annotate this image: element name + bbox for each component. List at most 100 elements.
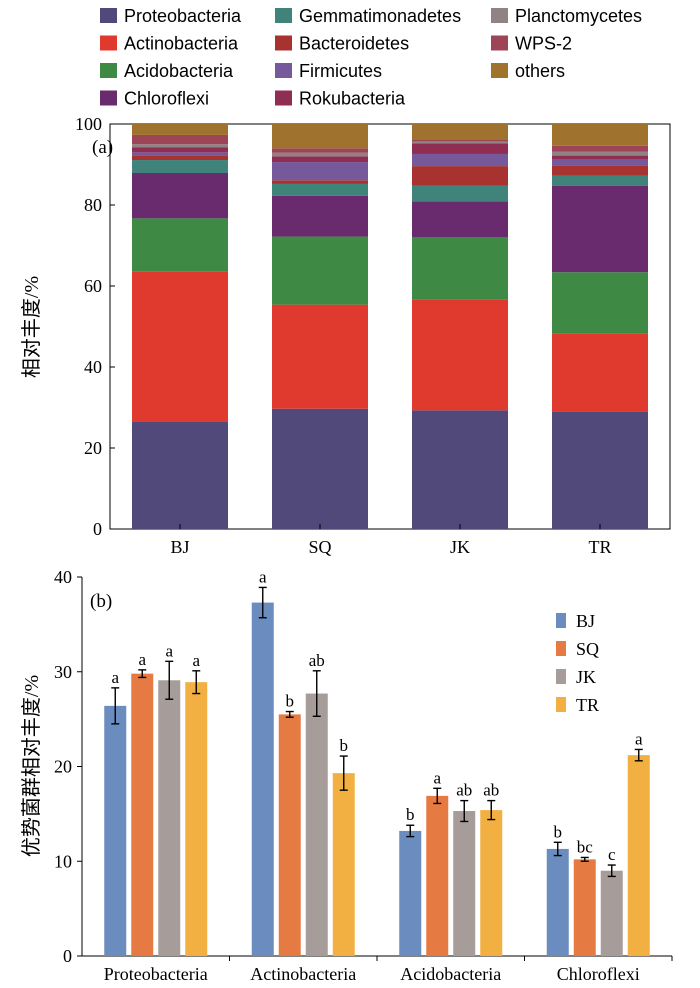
y-tick-label: 100 [75,114,102,134]
legend-swatch [100,35,117,51]
bar-jk-chloroflexi [412,201,508,237]
legend-item-gemmatimonadetes: Gemmatimonadetes [275,6,461,26]
bar-proteobacteria-tr [185,682,208,956]
legend-label: Gemmatimonadetes [299,6,461,26]
bar-chloroflexi-bj-sig-label: b [554,822,563,841]
bar-sq-others [272,124,368,149]
bar-actinobacteria-jk-error-bar [312,670,321,717]
legend-item-others: others [491,61,565,81]
y-tick-label: 20 [84,438,102,458]
bar-tr-acidobacteria [552,272,648,334]
bar-jk-proteobacteria [412,410,508,529]
legend-label: WPS-2 [515,34,572,54]
legend-item-sq: SQ [556,639,599,659]
bars-a [132,124,648,529]
bar-sq-chloroflexi [272,195,368,237]
bar-acidobacteria-tr [480,810,503,956]
legend-label: Firmicutes [299,61,382,81]
panel-label-b: (b) [90,591,112,612]
bar-acidobacteria-bj [399,830,422,956]
bar-actinobacteria-sq [278,714,301,956]
bar-proteobacteria-sq-sig-label: a [138,650,146,669]
bar-acidobacteria-jk-sig-label: ab [456,781,472,800]
x-tick-label: SQ [308,537,331,557]
legend-label: JK [576,667,596,687]
bar-chloroflexi-tr-sig-label: a [635,729,643,748]
bar-proteobacteria-jk-error-bar [165,660,174,700]
bar-jk-bacteroidetes [412,166,508,186]
x-axis-a: BJ SQ JK TR [170,524,612,557]
bar-proteobacteria-tr-error-bar [192,670,201,695]
legend-swatch [556,613,566,628]
legend-item-jk: JK [556,667,596,687]
legend-item-actinobacteria: Actinobacteria [100,34,239,54]
bar-jk-gemmatimonadetes [412,185,508,202]
bar-sq-gemmatimonadetes [272,183,368,196]
bar-chloroflexi-sq-sig-label: bc [577,837,594,856]
bar-actinobacteria-jk-sig-label: ab [309,651,325,670]
bar-acidobacteria-tr-error-bar [487,799,496,821]
y-tick-label: 0 [63,946,72,966]
legend-label: others [515,61,565,81]
legend-swatch [556,697,566,712]
bar-acidobacteria-sq [426,795,449,956]
bar-chloroflexi-bj-error-bar [553,841,562,857]
bar-bj-gemmatimonadetes [132,160,228,174]
bar-actinobacteria-bj [251,602,274,956]
legend-label: Acidobacteria [124,61,234,81]
bar-acidobacteria-sq-error-bar [433,787,442,805]
bar-jk-acidobacteria [412,236,508,300]
legend-swatch [100,8,117,23]
bar-chloroflexi-jk-sig-label: c [608,845,616,864]
legend-label: Actinobacteria [124,34,239,54]
bar-sq-rokubacteria [272,156,368,163]
bar-chloroflexi-jk-error-bar [607,864,616,878]
legend-swatch [275,35,292,51]
bar-tr-rokubacteria [552,155,648,160]
bar-chloroflexi-sq [573,859,596,956]
y-tick-label: 10 [54,851,72,871]
legend-item-wps-2: WPS-2 [491,34,572,54]
x-tick-label: BJ [170,537,189,557]
legend-swatch [275,63,292,78]
bar-acidobacteria-jk [453,811,476,956]
bar-jk-rokubacteria [412,143,508,154]
bar-sq-actinobacteria [272,304,368,409]
legend-item-bj: BJ [556,611,595,631]
legend-label: TR [576,695,599,715]
x-axis-b: Proteobacteria Actinobacteria Acidobacteri… [104,956,673,984]
x-tick-label: Acidobacteria [400,964,501,984]
bar-actinobacteria-bj-sig-label: a [259,567,267,586]
y-axis-a: 0 20 40 60 80 100 [75,114,115,539]
bar-chloroflexi-bj [546,848,569,956]
bar-actinobacteria-sq-sig-label: b [286,692,295,711]
bar-tr-wps-2 [552,145,648,152]
bar-sq-acidobacteria [272,236,368,305]
legend-swatch [491,35,508,51]
bar-bj-bacteroidetes [132,155,228,161]
legend-item-proteobacteria: Proteobacteria [100,6,242,26]
legend-swatch [275,90,292,106]
legend-swatch [275,8,292,23]
bar-proteobacteria-jk-sig-label: a [165,641,173,660]
plot-frame-a [109,123,671,530]
bar-tr-chloroflexi [552,185,648,273]
legend-item-planctomycetes: Planctomycetes [491,6,642,26]
legend-item-chloroflexi: Chloroflexi [100,89,209,109]
bar-actinobacteria-jk [305,693,328,956]
bar-tr-firmicutes [552,159,648,166]
legend-item-rokubacteria: Rokubacteria [275,89,406,109]
bar-tr-gemmatimonadetes [552,175,648,186]
y-tick-label: 40 [84,357,102,377]
bar-jk-wps-2 [412,139,508,142]
bar-proteobacteria-bj [104,705,127,956]
bar-sq-firmicutes [272,162,368,181]
bar-proteobacteria-sq-error-bar [138,669,147,679]
bar-tr-others [552,124,648,146]
x-tick-label: Proteobacteria [104,964,208,984]
bar-acidobacteria-jk-error-bar [460,799,469,823]
y-tick-label: 20 [54,757,72,777]
